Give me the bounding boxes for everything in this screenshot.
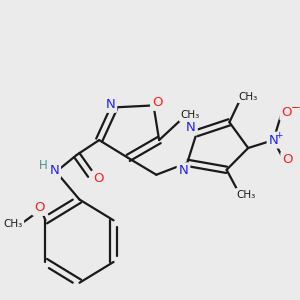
Text: N: N [178, 164, 188, 177]
Text: CH₃: CH₃ [238, 92, 258, 101]
Text: N: N [186, 121, 196, 134]
Text: O: O [282, 153, 293, 167]
Text: CH₃: CH₃ [3, 219, 22, 229]
Text: N: N [106, 98, 115, 111]
Text: +: + [275, 130, 283, 140]
Text: O: O [281, 106, 292, 119]
Text: −: − [291, 101, 300, 114]
Text: N: N [49, 164, 59, 177]
Text: O: O [93, 172, 104, 185]
Text: CH₃: CH₃ [237, 190, 256, 200]
Text: O: O [34, 201, 44, 214]
Text: O: O [152, 96, 163, 109]
Text: CH₃: CH₃ [180, 110, 200, 120]
Text: H: H [39, 159, 47, 172]
Text: N: N [268, 134, 278, 147]
